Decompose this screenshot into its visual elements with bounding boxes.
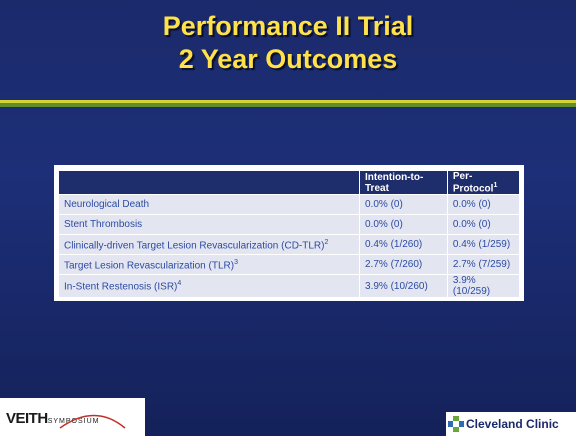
row-label: Clinically-driven Target Lesion Revascul… xyxy=(64,239,325,251)
row-label: Neurological Death xyxy=(64,199,150,211)
header-row: Intention-to-Treat Per-Protocol1 xyxy=(58,169,521,196)
row-label: In-Stent Restenosis (ISR) xyxy=(64,281,178,293)
footnote-mark: 1 xyxy=(493,182,498,189)
rule xyxy=(0,100,576,103)
pp-cell: 0.0% (0) xyxy=(446,194,521,216)
row-label-cell: Neurological Death xyxy=(58,194,360,216)
logo-main: VEITH xyxy=(6,410,48,427)
footnote-mark: 3 xyxy=(234,258,238,266)
outcomes-table: Intention-to-Treat Per-Protocol1 Neurolo… xyxy=(58,169,521,299)
table-row: In-Stent Restenosis (ISR)4 3.9% (10/260) 3… xyxy=(58,274,521,299)
itt-cell: 0.0% (0) xyxy=(359,214,448,236)
row-label-cell: Clinically-driven Target Lesion Revascul… xyxy=(58,234,360,256)
header-cell: Intention-to-Treat xyxy=(359,169,448,196)
logo-cross xyxy=(448,416,464,432)
pp-cell: 0.4% (1/259) xyxy=(446,234,521,256)
table-row: Target Lesion Revascularization (TLR)3 2.… xyxy=(58,254,521,276)
row-label: Target Lesion Revascularization (TLR) xyxy=(64,259,235,271)
itt-cell: 3.9% (10/260) xyxy=(359,274,448,299)
cleveland-logo: Cleveland Clinic xyxy=(446,412,576,436)
table-row: Clinically-driven Target Lesion Revascul… xyxy=(58,234,521,256)
header-text: Per-Protocol xyxy=(452,171,494,195)
rule xyxy=(0,103,576,107)
table-row: Stent Thrombosis 0.0% (0) 0.0% (0) xyxy=(58,214,521,236)
logo-text: Cleveland Clinic xyxy=(466,417,559,431)
table-row: Neurological Death 0.0% (0) 0.0% (0) xyxy=(58,194,521,216)
itt-cell: 0.0% (0) xyxy=(359,194,448,216)
title-line: 2 Year Outcomes xyxy=(178,44,398,74)
logo-text: VEITHSYMPOSIUM xyxy=(6,410,99,427)
veith-logo: VEITHSYMPOSIUM xyxy=(0,398,145,436)
logo-sub: SYMPOSIUM xyxy=(47,418,100,425)
header-cell xyxy=(58,169,360,196)
pp-cell: 2.7% (7/259) xyxy=(446,254,521,276)
title: Performance II Trial 2 Year Outcomes xyxy=(0,10,576,76)
row-label-cell: Target Lesion Revascularization (TLR)3 xyxy=(58,254,360,276)
title-line: Performance II Trial xyxy=(162,11,414,41)
itt-cell: 2.7% (7/260) xyxy=(359,254,448,276)
pp-cell: 0.0% (0) xyxy=(446,214,521,236)
footnote-mark: 2 xyxy=(324,238,329,246)
pp-cell: 3.9% (10/259) xyxy=(446,274,521,299)
header-cell: Per-Protocol1 xyxy=(446,169,521,196)
itt-cell: 0.4% (1/260) xyxy=(359,234,448,256)
row-label-cell: Stent Thrombosis xyxy=(58,214,360,236)
logo-swoosh xyxy=(59,414,126,429)
footnote-mark: 4 xyxy=(177,280,182,288)
table-panel: Intention-to-Treat Per-Protocol1 Neurolo… xyxy=(54,165,524,301)
row-label-cell: In-Stent Restenosis (ISR)4 xyxy=(58,274,360,299)
row-label: Stent Thrombosis xyxy=(64,219,143,231)
